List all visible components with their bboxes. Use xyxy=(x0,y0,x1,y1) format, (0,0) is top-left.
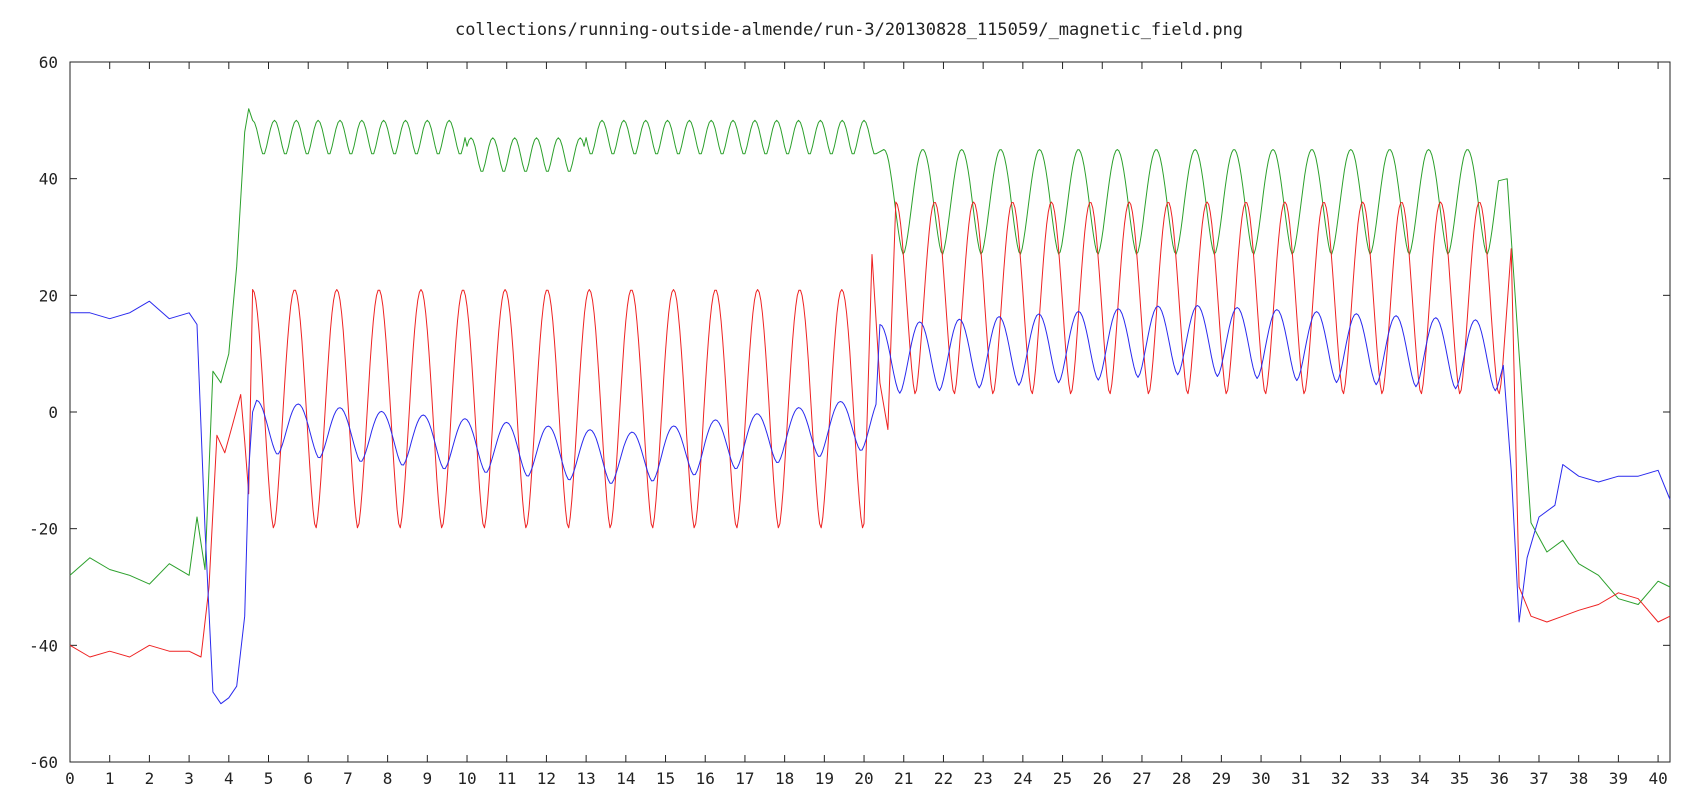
y-tick-label: 60 xyxy=(39,53,58,72)
x-tick-label: 13 xyxy=(576,769,595,788)
x-tick-label: 6 xyxy=(303,769,313,788)
x-tick-label: 19 xyxy=(815,769,834,788)
x-tick-label: 0 xyxy=(65,769,75,788)
x-tick-label: 34 xyxy=(1410,769,1429,788)
y-tick-label: 20 xyxy=(39,286,58,305)
x-tick-label: 40 xyxy=(1648,769,1667,788)
x-tick-label: 26 xyxy=(1093,769,1112,788)
axes xyxy=(70,62,1670,762)
y-tick-label: 0 xyxy=(48,403,58,422)
x-tick-label: 2 xyxy=(145,769,155,788)
x-tick-label: 18 xyxy=(775,769,794,788)
plot-frame xyxy=(70,62,1670,762)
y-tick-label: -40 xyxy=(29,636,58,655)
x-tick-label: 7 xyxy=(343,769,353,788)
x-tick-label: 17 xyxy=(735,769,754,788)
x-tick-label: 31 xyxy=(1291,769,1310,788)
x-tick-label: 8 xyxy=(383,769,393,788)
x-tick-label: 27 xyxy=(1132,769,1151,788)
x-tick-label: 15 xyxy=(656,769,675,788)
x-tick-label: 14 xyxy=(616,769,635,788)
x-tick-label: 24 xyxy=(1013,769,1032,788)
series-line-green xyxy=(70,109,1670,605)
x-tick-label: 12 xyxy=(537,769,556,788)
x-tick-label: 29 xyxy=(1212,769,1231,788)
x-tick-label: 37 xyxy=(1529,769,1548,788)
series-line-red xyxy=(70,202,1670,657)
x-tick-label: 28 xyxy=(1172,769,1191,788)
x-tick-label: 21 xyxy=(894,769,913,788)
y-tick-label: -60 xyxy=(29,753,58,772)
x-tick-label: 10 xyxy=(457,769,476,788)
x-tick-label: 23 xyxy=(974,769,993,788)
x-tick-label: 3 xyxy=(184,769,194,788)
x-tick-label: 33 xyxy=(1371,769,1390,788)
x-tick-label: 36 xyxy=(1490,769,1509,788)
x-tick-label: 25 xyxy=(1053,769,1072,788)
x-tick-label: 9 xyxy=(422,769,432,788)
series-line-blue xyxy=(70,301,1670,704)
x-tick-label: 5 xyxy=(264,769,274,788)
x-tick-label: 38 xyxy=(1569,769,1588,788)
x-tick-label: 30 xyxy=(1251,769,1270,788)
x-tick-label: 22 xyxy=(934,769,953,788)
x-tick-label: 32 xyxy=(1331,769,1350,788)
y-tick-label: 40 xyxy=(39,170,58,189)
series-lines xyxy=(70,109,1670,704)
x-tick-label: 20 xyxy=(854,769,873,788)
x-tick-label: 16 xyxy=(696,769,715,788)
x-tick-label: 4 xyxy=(224,769,234,788)
y-tick-label: -20 xyxy=(29,520,58,539)
x-tick-label: 11 xyxy=(497,769,516,788)
x-tick-label: 1 xyxy=(105,769,115,788)
tick-labels: 0 1 2 3 4 5 6 7 8 9 10 11 12 13 14 15 16 17 18 19 20 21 22 23 24… xyxy=(29,53,1668,788)
x-tick-label: 35 xyxy=(1450,769,1469,788)
x-tick-label: 39 xyxy=(1609,769,1628,788)
